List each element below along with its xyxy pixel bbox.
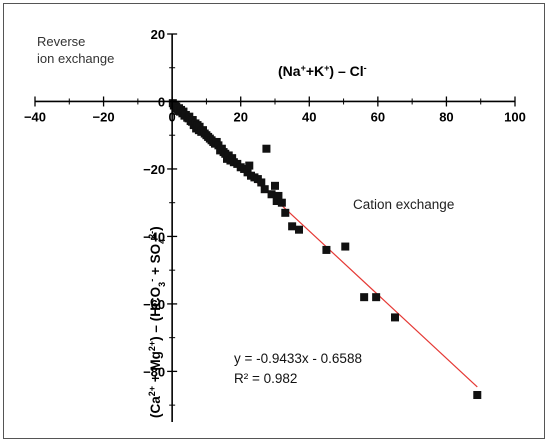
axis-title-part: ) — [148, 226, 163, 231]
x-tick-label: 40 — [302, 109, 316, 124]
x-tick-label: 20 — [233, 109, 247, 124]
y-tick-label: −60 — [143, 297, 165, 312]
data-point — [322, 245, 331, 254]
trendline-r2: R² = 0.982 — [234, 371, 297, 386]
axis-title-part: 4 — [157, 239, 167, 244]
x-axis-title: (Na++K+) – Cl- — [278, 63, 367, 79]
axes-layer — [34, 33, 516, 422]
annotation-reverse-line2: ion exchange — [37, 51, 114, 66]
y-tick-label: 20 — [151, 27, 165, 42]
axis-title-part: ) – (HCO — [148, 287, 163, 341]
x-tick-label: −20 — [93, 109, 115, 124]
data-point — [260, 185, 269, 194]
x-tick-label: 0 — [169, 109, 176, 124]
data-point — [267, 190, 276, 199]
y-axis-title: (Ca2+ + Mg2+) – (HCO3- + SO42-) — [147, 226, 167, 418]
axis-title-part: ) – Cl — [329, 63, 363, 79]
axis-title-part: - — [364, 63, 367, 73]
data-point — [360, 293, 369, 302]
axis-title-part: (Na — [278, 63, 301, 79]
axis-title-part: +K — [306, 63, 324, 79]
data-point — [272, 197, 281, 206]
axis-title-part: + — [324, 63, 329, 73]
data-point — [257, 178, 266, 187]
annotation-reverse-line1: Reverse — [37, 34, 85, 49]
axis-title-part: - — [147, 279, 157, 282]
axis-title-part: 2- — [147, 231, 157, 239]
data-point — [277, 198, 286, 207]
trendline-equation: y = -0.9433x - 0.6588 — [234, 351, 362, 366]
data-point — [295, 225, 303, 234]
axis-title-part: + SO — [148, 244, 163, 279]
axis-title-part: + — [301, 63, 306, 73]
data-point — [274, 191, 283, 200]
annotation-cation-exchange: Cation exchange — [353, 197, 454, 212]
axis-title-part: + Mg — [148, 351, 163, 386]
data-point — [281, 208, 290, 217]
x-tick-label: −40 — [24, 109, 46, 124]
tick-labels-layer: −40 −20 0 20 40 60 80 100 20 0 −20 −40 −60 −80 — [24, 27, 526, 379]
x-tick-label: 100 — [504, 109, 526, 124]
data-point — [391, 313, 399, 322]
axis-title-part: 3 — [157, 282, 167, 287]
axis-title-part: 2+ — [147, 386, 157, 396]
axis-title-part: 2+ — [147, 341, 157, 351]
data-point — [288, 222, 297, 231]
y-tick-label: −20 — [143, 162, 165, 177]
data-point — [473, 391, 482, 400]
y-tick-label: −80 — [143, 364, 165, 379]
data-point — [262, 144, 271, 153]
x-tick-label: 60 — [371, 109, 385, 124]
data-point — [228, 154, 237, 163]
points-layer — [168, 99, 482, 400]
data-point — [372, 293, 381, 302]
axis-title-part: (Ca — [148, 396, 163, 418]
data-point — [341, 242, 350, 251]
x-tick-label: 80 — [439, 109, 453, 124]
y-tick-label: 0 — [158, 94, 165, 109]
data-point — [245, 161, 254, 170]
data-point — [271, 181, 279, 190]
y-tick-label: −40 — [143, 229, 165, 244]
